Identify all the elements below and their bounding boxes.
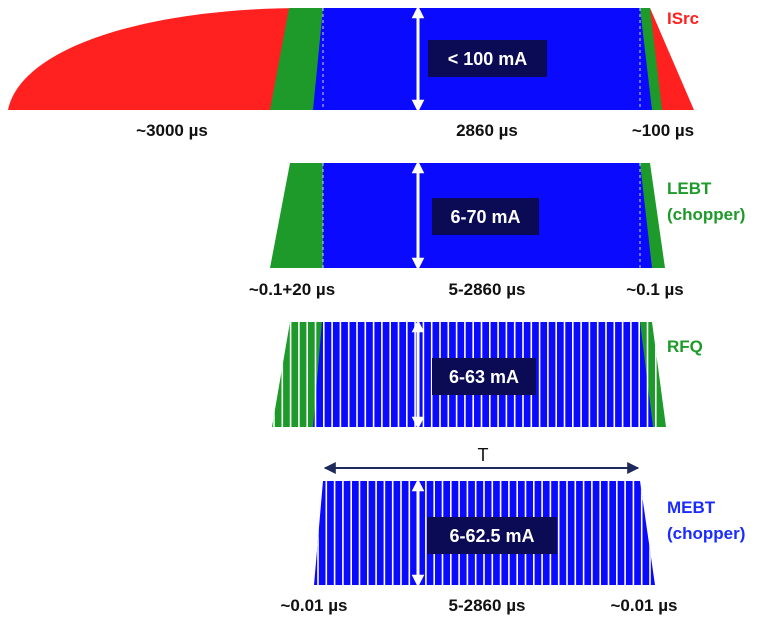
rfq-current-label: 6-63 mA <box>449 367 519 387</box>
mebt-time-center: 5-2860 µs <box>449 596 526 615</box>
mebt-period-label: T <box>478 445 489 465</box>
isrc-time-right: ~100 µs <box>632 121 694 140</box>
stage-rfq: 6-63 mA RFQ <box>272 322 703 427</box>
lebt-stage-name-line1: LEBT <box>667 179 712 198</box>
rfq-stage-name: RFQ <box>667 337 703 356</box>
stage-lebt: 6-70 mA LEBT (chopper) ~0.1+20 µs 5-2860… <box>249 163 746 299</box>
mebt-stage-name-line2: (chopper) <box>667 524 745 543</box>
mebt-current-label: 6-62.5 mA <box>449 526 534 546</box>
stage-isrc: < 100 mA ISrc ~3000 µs 2860 µs ~100 µs <box>8 8 699 140</box>
mebt-stage-name-line1: MEBT <box>667 498 716 517</box>
isrc-stage-name: ISrc <box>667 9 699 28</box>
mebt-time-left: ~0.01 µs <box>281 596 348 615</box>
isrc-time-center: 2860 µs <box>456 121 518 140</box>
isrc-current-label: < 100 mA <box>448 49 528 69</box>
lebt-time-center: 5-2860 µs <box>449 280 526 299</box>
mebt-time-right: ~0.01 µs <box>611 596 678 615</box>
isrc-time-left: ~3000 µs <box>136 121 208 140</box>
stage-mebt: T 6-62.5 mA MEBT (chopper) ~0.01 µs 5-28… <box>281 445 746 615</box>
lebt-time-left: ~0.1+20 µs <box>249 280 335 299</box>
lebt-current-label: 6-70 mA <box>450 207 520 227</box>
lebt-time-right: ~0.1 µs <box>626 280 684 299</box>
lebt-stage-name-line2: (chopper) <box>667 205 745 224</box>
